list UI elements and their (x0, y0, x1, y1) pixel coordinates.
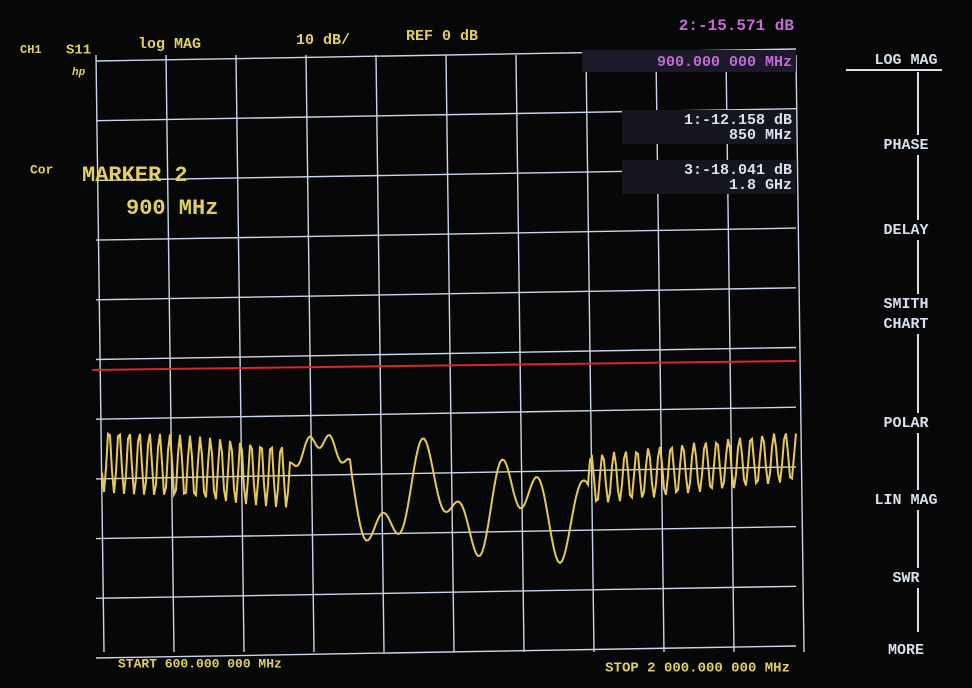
softkey-gap (860, 640, 942, 660)
softkey[interactable]: DELAY (883, 222, 928, 239)
softkey-gap (860, 135, 942, 155)
grid-line (375, 54, 385, 653)
grid-line (95, 406, 797, 420)
softkey[interactable]: LOG MAG (874, 52, 937, 69)
grid-line (585, 54, 595, 653)
grid-line (95, 227, 797, 241)
marker-readout: 1:-12.158 dB (684, 112, 792, 129)
softkey-menu: LOG MAG PHASE DELAY SMITH CHART POLAR LIN MAG S… (846, 50, 942, 660)
channel: CH1 (20, 43, 42, 57)
sweep-start: START 600.000 000 MHz (118, 656, 282, 671)
softkey[interactable]: MORE (888, 642, 924, 659)
grid-line (515, 54, 525, 653)
grid-line (305, 54, 315, 653)
marker-value: 900 MHz (126, 196, 218, 221)
grid-line (795, 54, 805, 653)
softkey-gap (860, 568, 942, 588)
grid-line (235, 54, 245, 653)
trace (101, 431, 797, 565)
softkey[interactable]: SWR (892, 570, 919, 587)
logo: hp (72, 67, 86, 79)
softkey-gap (860, 294, 942, 314)
marker-frequency: 1.8 GHz (729, 177, 792, 194)
marker-box (622, 110, 796, 144)
softkey[interactable]: SMITH (883, 296, 928, 313)
grid-line (725, 54, 735, 653)
softkey-gap (860, 220, 942, 240)
grid-line (95, 585, 797, 599)
softkey-gap (860, 413, 942, 433)
marker-readout: 3:-18.041 dB (684, 162, 792, 179)
correction: Cor (30, 162, 53, 177)
softkey[interactable]: PHASE (883, 137, 928, 154)
sweep-stop: STOP 2 000.000 000 MHz (605, 661, 790, 677)
reference: REF 0 dB (406, 28, 478, 45)
grid-line (95, 287, 797, 301)
grid-line (95, 645, 797, 659)
softkey[interactable]: LIN MAG (874, 492, 937, 509)
grid-line (655, 54, 665, 653)
active-marker-frequency: 900.000 000 MHz (657, 54, 792, 71)
reference-line (91, 360, 797, 371)
grid-line (95, 525, 797, 540)
marker-box (582, 50, 796, 72)
softkey-gap (860, 314, 942, 334)
active-marker-readout: 2:-15.571 dB (679, 17, 795, 35)
format: log MAG (138, 36, 201, 53)
grid-line (165, 54, 175, 653)
grid-line (95, 346, 797, 361)
grid-line (95, 54, 105, 653)
parameter: S11 (66, 43, 91, 59)
marker-box (622, 160, 796, 194)
softkey-gap (860, 50, 942, 70)
softkey[interactable]: CHART (883, 316, 928, 333)
marker-frequency: 850 MHz (729, 127, 792, 144)
softkey-gap (860, 490, 942, 510)
marker-title: MARKER 2 (82, 163, 188, 188)
softkey[interactable]: POLAR (883, 415, 928, 432)
graticule (95, 48, 805, 659)
scale: 10 dB/ (296, 32, 350, 49)
